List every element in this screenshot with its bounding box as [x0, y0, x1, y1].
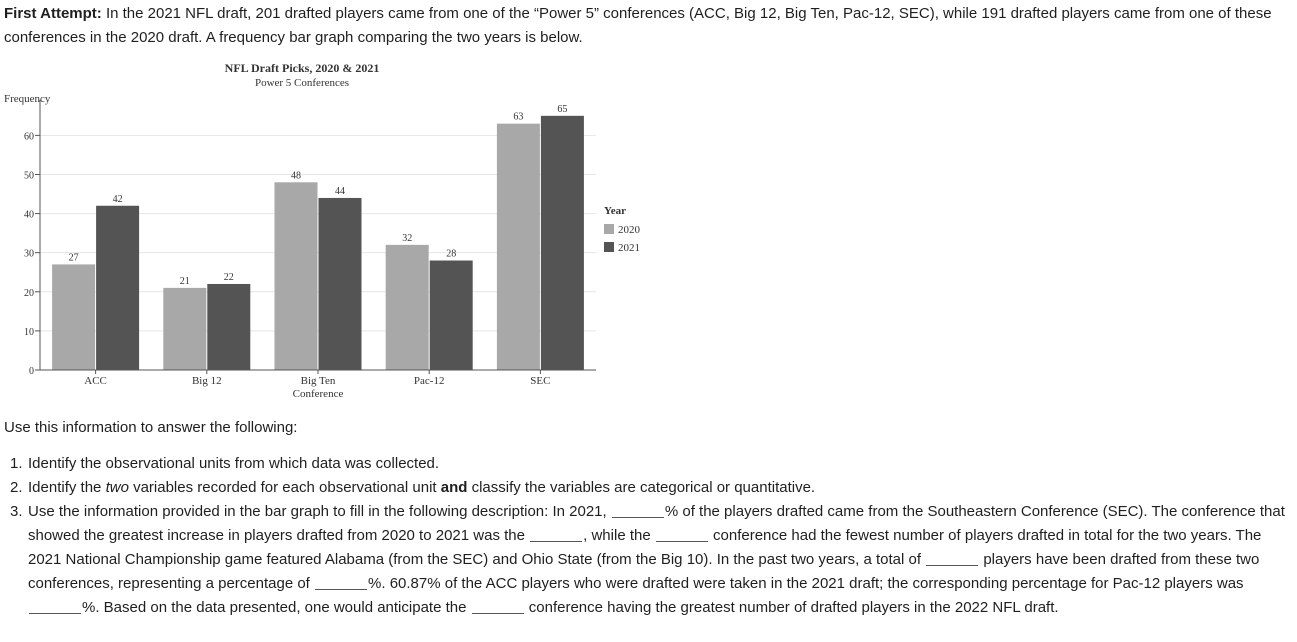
question-list: 1. Identify the observational units from … [10, 452, 1290, 620]
legend-swatch-2020 [604, 224, 614, 234]
bar-pac-12-2021 [429, 260, 473, 370]
bar-acc-2021 [96, 205, 140, 370]
data-label: 65 [557, 104, 567, 115]
question-text: classify the variables are categorical o… [467, 479, 816, 496]
data-label: 28 [446, 249, 456, 260]
bar-chart: NFL Draft Picks, 2020 & 2021 Power 5 Con… [0, 58, 660, 408]
bars: 27 42 21 22 48 44 32 28 63 65 [52, 104, 584, 371]
y-axis-label: Frequency [4, 93, 51, 105]
y-tick-label: 20 [24, 288, 34, 299]
legend-label: 2021 [618, 242, 640, 254]
x-tick-label: ACC [84, 375, 107, 387]
data-label: 48 [291, 170, 301, 181]
answer-blank[interactable] [926, 551, 979, 566]
bar-pac-12-2020 [385, 244, 429, 370]
answer-blank[interactable] [471, 599, 524, 614]
bar-sec-2020 [496, 123, 540, 371]
question-text: conference having the greatest number of… [524, 599, 1059, 616]
question-text: % of the players drafted came from the S… [28, 503, 1285, 544]
y-tick-label: 40 [24, 210, 34, 221]
intro-text: In the 2021 NFL draft, 201 drafted playe… [4, 5, 1272, 46]
question-text: variables recorded for each observationa… [128, 479, 441, 496]
bar-big-ten-2020 [274, 182, 318, 370]
answer-blank[interactable] [655, 527, 708, 542]
x-tick-label: Big Ten [301, 375, 336, 387]
question-2: 2. Identify the two variables recorded fo… [10, 476, 1290, 500]
bar-sec-2021 [540, 115, 584, 370]
chart-svg: NFL Draft Picks, 2020 & 2021 Power 5 Con… [4, 61, 641, 400]
question-text: , while the [583, 527, 655, 544]
question-text: players have been drafted from these two… [28, 551, 1260, 592]
question-number: 3. [10, 503, 23, 520]
bar-big-ten-2021 [318, 197, 362, 370]
legend-swatch-2021 [604, 242, 614, 252]
data-label: 27 [69, 252, 79, 263]
answer-blank[interactable] [611, 503, 664, 518]
question-text: Use the information provided in the bar … [28, 503, 611, 520]
y-tick-label: 10 [24, 327, 34, 338]
x-axis-label: Conference [293, 388, 344, 400]
legend: Year 2020 2021 [604, 205, 641, 254]
y-tick-label: 0 [29, 366, 34, 377]
question-text: Identify the observational units from wh… [28, 455, 440, 472]
data-label: 63 [513, 112, 523, 123]
data-label: 22 [224, 272, 234, 283]
axes: 0 10 20 30 40 50 60 ACC Big 12 Big Ten Pac-12 SEC Co… [24, 100, 596, 400]
y-tick-label: 60 [24, 131, 34, 142]
x-tick-label: Big 12 [192, 375, 222, 387]
answer-blank[interactable] [315, 575, 368, 590]
data-label: 32 [402, 233, 412, 244]
answer-blank[interactable] [29, 599, 81, 614]
question-text: Identify the [28, 479, 106, 496]
intro-paragraph: First Attempt: In the 2021 NFL draft, 20… [4, 2, 1292, 50]
legend-label: 2020 [618, 224, 641, 236]
y-tick-label: 50 [24, 170, 34, 181]
x-tick-label: SEC [530, 375, 550, 387]
x-tick-label: Pac-12 [414, 375, 445, 387]
legend-title: Year [604, 205, 626, 217]
y-tick-label: 30 [24, 249, 34, 260]
chart-subtitle: Power 5 Conferences [255, 77, 349, 89]
chart-title: NFL Draft Picks, 2020 & 2021 [225, 61, 380, 75]
intro-lead: First Attempt: [4, 5, 102, 22]
bar-big-12-2020 [163, 287, 207, 370]
bar-acc-2020 [52, 264, 96, 370]
data-label: 42 [113, 194, 123, 205]
question-number: 1. [10, 455, 23, 472]
question-text: %. 60.87% of the ACC players who were dr… [368, 575, 1244, 592]
data-label: 44 [335, 186, 345, 197]
emphasis-two: two [105, 479, 129, 496]
bar-big-12-2021 [207, 283, 251, 370]
question-3: 3. Use the information provided in the ba… [10, 500, 1290, 620]
question-text: %. Based on the data presented, one woul… [82, 599, 471, 616]
question-text: conference had the fewest number of play… [28, 527, 1262, 568]
instructions: Use this information to answer the follo… [4, 419, 298, 436]
question-number: 2. [10, 479, 23, 496]
question-1: 1. Identify the observational units from … [10, 452, 1290, 476]
emphasis-and: and [440, 479, 468, 496]
data-label: 21 [180, 276, 190, 287]
answer-blank[interactable] [530, 527, 583, 542]
